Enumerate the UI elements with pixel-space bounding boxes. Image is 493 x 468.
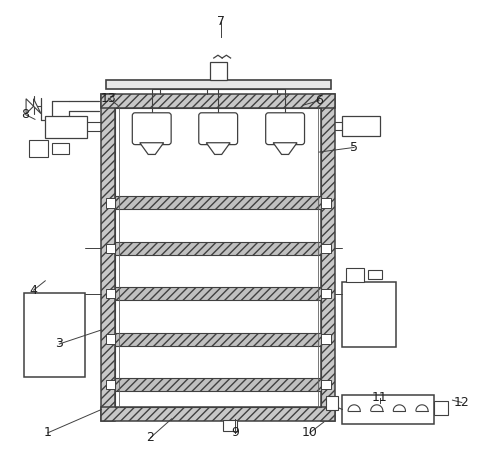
Bar	[102, 407, 335, 421]
Text: 10: 10	[302, 426, 317, 439]
Bar	[326, 396, 338, 410]
Bar	[24, 293, 85, 377]
Bar	[368, 270, 382, 279]
Bar	[223, 420, 237, 431]
Text: 5: 5	[350, 141, 358, 154]
Text: 11: 11	[372, 391, 388, 404]
Text: 4: 4	[30, 284, 37, 297]
Bar	[321, 334, 331, 344]
Bar	[321, 94, 335, 421]
Polygon shape	[34, 99, 41, 114]
Bar	[115, 378, 321, 391]
Polygon shape	[206, 143, 230, 154]
Bar	[343, 116, 380, 136]
Bar	[115, 197, 321, 210]
Bar	[321, 243, 331, 253]
Bar	[106, 334, 115, 344]
Bar	[29, 140, 48, 157]
Text: 7: 7	[217, 15, 225, 28]
FancyBboxPatch shape	[132, 113, 171, 145]
Bar	[102, 94, 335, 108]
Bar	[321, 198, 331, 208]
Bar	[52, 143, 69, 154]
Bar	[106, 380, 115, 389]
Polygon shape	[26, 99, 34, 114]
Bar	[106, 289, 115, 299]
Bar	[106, 243, 115, 253]
Polygon shape	[140, 143, 164, 154]
Text: 6: 6	[315, 94, 323, 107]
Bar	[106, 80, 331, 89]
Text: 1: 1	[44, 426, 52, 439]
Bar	[434, 401, 448, 415]
Bar	[106, 198, 115, 208]
Text: 3: 3	[55, 337, 63, 351]
FancyBboxPatch shape	[266, 113, 305, 145]
Text: 2: 2	[146, 431, 154, 444]
Bar	[102, 94, 115, 421]
Bar	[115, 287, 321, 300]
Text: 8: 8	[22, 108, 30, 121]
Bar	[343, 282, 396, 347]
Bar	[321, 289, 331, 299]
Bar	[346, 268, 364, 282]
Polygon shape	[273, 143, 297, 154]
Text: 12: 12	[454, 396, 470, 409]
Bar	[210, 62, 227, 80]
Bar	[115, 332, 321, 345]
Bar	[45, 116, 87, 138]
FancyBboxPatch shape	[199, 113, 238, 145]
Text: 9: 9	[231, 426, 239, 439]
Bar	[115, 241, 321, 255]
Bar	[321, 380, 331, 389]
Text: 13: 13	[101, 92, 116, 105]
Bar	[343, 395, 434, 424]
